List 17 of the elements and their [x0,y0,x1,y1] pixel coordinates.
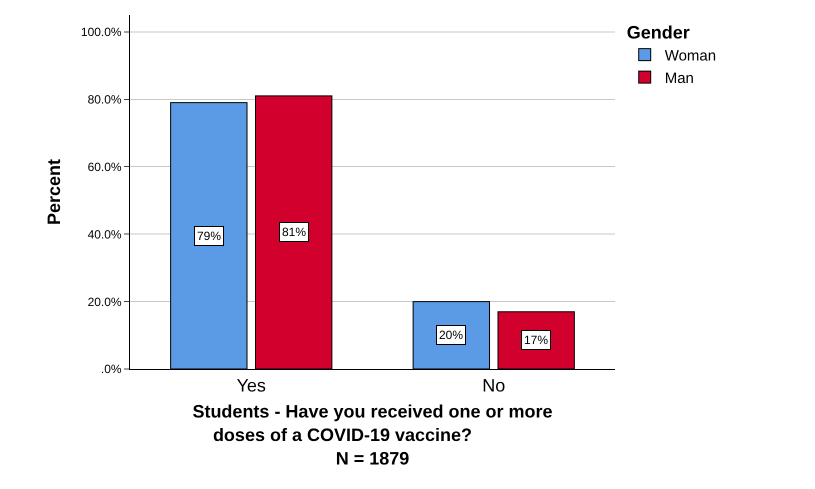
legend-label: Man [664,70,694,87]
y-tick-label: .0% [100,362,122,376]
x-tick-label: Yes [236,376,266,396]
y-tick-label: 60.0% [88,160,122,174]
y-tick-label: 20.0% [88,294,122,309]
y-tick-label: 40.0% [88,227,122,242]
legend-label: Woman [664,48,716,64]
y-tick-label: 80.0% [88,92,122,106]
data-label: 17% [524,333,548,347]
legend-title: Gender [626,22,690,42]
data-label: 20% [439,328,464,342]
data-label: 79% [197,229,222,243]
data-label: 81% [282,225,306,239]
x-axis-title: Students - Have you received one or more doses of a COVID-19 vaccine? N = 1879 [192,402,553,468]
y-tick-label: 100.0% [80,25,122,40]
y-axis-title: Percent [44,158,64,226]
x-tick-label: No [482,376,506,396]
